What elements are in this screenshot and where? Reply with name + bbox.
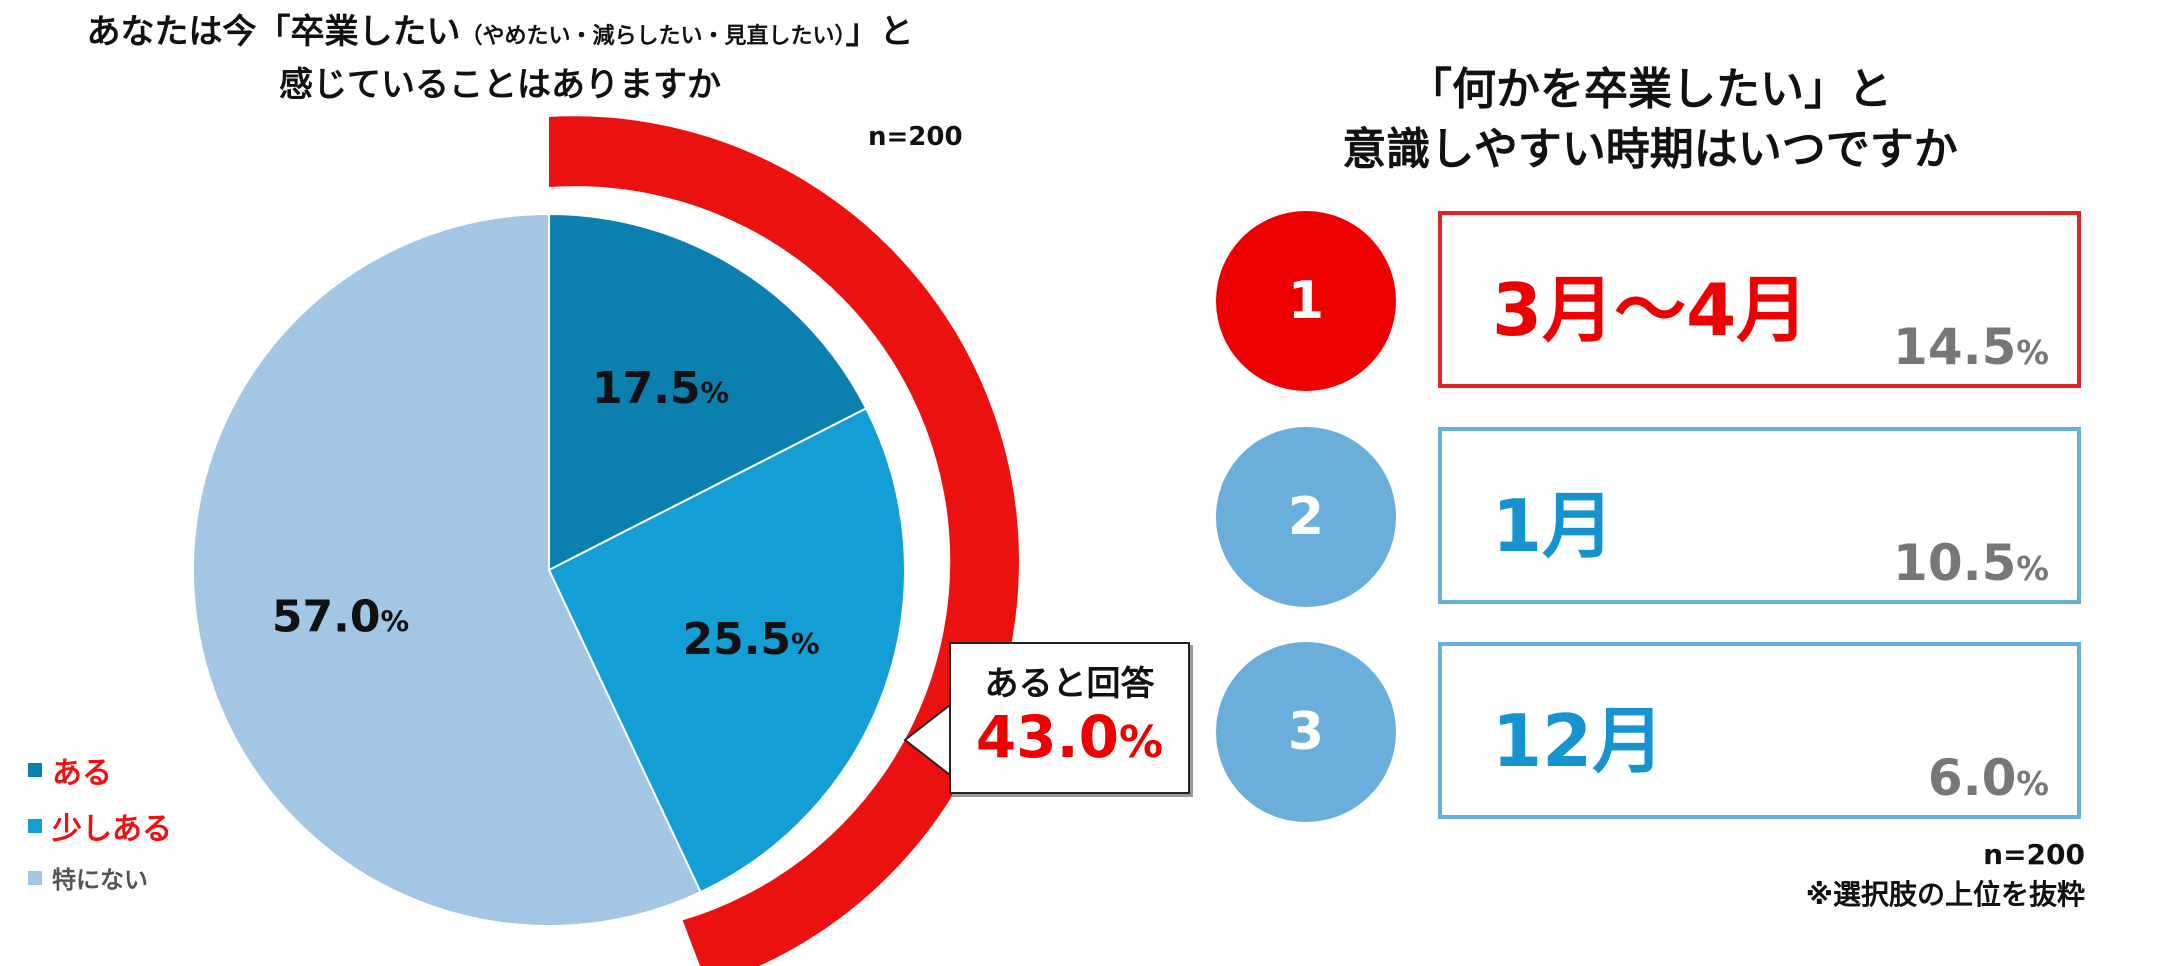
slice-label-1: 25.5% — [682, 614, 819, 665]
slice-label-2: 57.0% — [272, 592, 409, 643]
ranking-title-line2: 意識しやすい時期はいつですか — [1342, 124, 1958, 175]
legend-item-1: 少しある — [28, 804, 172, 848]
rank-label: 12月 — [1492, 699, 1665, 783]
title-sub: （やめたい・減らしたい・見直したい） — [460, 24, 846, 49]
callout-value: 43.0% — [975, 703, 1164, 771]
highlight-arc — [549, 116, 1019, 966]
ranking-note: ※選択肢の上位を抜粋 — [1805, 878, 2085, 911]
title-line2: 感じていることはありますか — [279, 65, 721, 105]
ranking-title-line1: 「何かを卒業したい」と — [1408, 64, 1892, 115]
pie-n-label: n=200 — [868, 122, 963, 152]
legend-label: ある — [52, 756, 112, 791]
legend-label: 少しある — [52, 812, 172, 847]
ranking-notes: n=200 ※選択肢の上位を抜粋 — [1806, 835, 2085, 915]
ranking-title: 「何かを卒業したい」と 意識しやすい時期はいつですか — [1250, 60, 2050, 180]
rank-badge-1: 1 — [1216, 211, 1396, 391]
legend-item-2: 特にない — [28, 860, 148, 895]
rank-row: 12月 6.0% — [1438, 642, 2081, 819]
rank-badge-2: 2 — [1216, 427, 1396, 607]
rank-value: 14.5% — [1893, 318, 2049, 376]
rank-value: 6.0% — [1927, 749, 2049, 807]
callout-pointer — [903, 704, 951, 776]
pie-title: あなたは今「卒業したい（やめたい・減らしたい・見直したい）」と 感じていることは… — [0, 8, 1000, 109]
rank-value: 10.5% — [1893, 534, 2049, 592]
legend-label: 特にない — [52, 866, 148, 894]
pie-slice-0 — [548, 212, 868, 572]
rank-row: 3月〜4月 14.5% — [1438, 211, 2081, 388]
title-end: 」と — [845, 12, 914, 52]
ranking-n-label: n=200 — [1983, 838, 2085, 871]
legend-swatch — [28, 763, 42, 777]
legend-swatch — [28, 870, 42, 885]
pie-chart: 17.5% 25.5% 57.0% — [191, 116, 1019, 966]
rank-label: 3月〜4月 — [1492, 268, 1809, 352]
pie-slice-2 — [191, 212, 702, 927]
rank-label: 1月 — [1492, 484, 1615, 568]
callout-label: あると回答 — [984, 664, 1155, 704]
legend-swatch — [28, 819, 42, 833]
rank-row: 1月 10.5% — [1438, 427, 2081, 604]
highlight-callout: あると回答 43.0% — [949, 642, 1190, 794]
rank-badge-3: 3 — [1216, 642, 1396, 822]
pie-slice-1 — [547, 407, 906, 894]
slice-label-0: 17.5% — [592, 363, 729, 414]
title-main: あなたは今「卒業したい — [86, 12, 461, 52]
legend-item-0: ある — [28, 748, 112, 792]
